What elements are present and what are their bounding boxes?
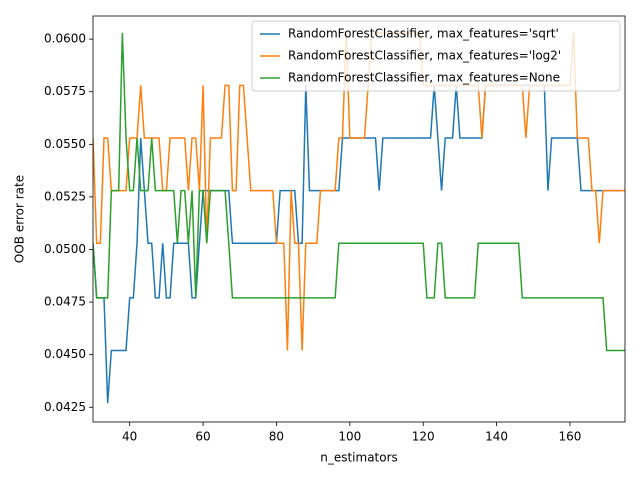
y-axis-label: OOB error rate <box>13 175 27 263</box>
x-tick-label: 60 <box>195 430 210 444</box>
y-tick-label: 0.0425 <box>44 400 86 414</box>
x-tick-label: 120 <box>412 430 435 444</box>
y-tick-label: 0.0575 <box>44 84 86 98</box>
y-tick-label: 0.0550 <box>44 137 86 151</box>
series-line <box>93 32 625 352</box>
legend-label: RandomForestClassifier, max_features='lo… <box>288 49 561 63</box>
x-tick-label: 160 <box>559 430 582 444</box>
y-tick-label: 0.0525 <box>44 189 86 203</box>
x-tick-label: 80 <box>269 430 284 444</box>
axes-frame <box>92 15 626 423</box>
y-tick-label: 0.0600 <box>44 32 86 46</box>
y-tick-label: 0.0450 <box>44 347 86 361</box>
y-tick-label: 0.0500 <box>44 242 86 256</box>
legend-box <box>251 20 621 92</box>
legend-label: RandomForestClassifier, max_features=Non… <box>288 71 560 85</box>
x-tick-label: 100 <box>338 430 361 444</box>
y-tick-label: 0.0475 <box>44 295 86 309</box>
x-axis-label: n_estimators <box>320 451 398 465</box>
x-tick-label: 140 <box>485 430 508 444</box>
legend-label: RandomForestClassifier, max_features='sq… <box>288 27 559 41</box>
x-tick-label: 40 <box>122 430 137 444</box>
